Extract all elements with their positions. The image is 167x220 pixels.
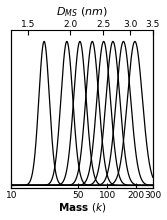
X-axis label: Mass $(k)$: Mass $(k)$ [58, 202, 106, 214]
X-axis label: D$_{\mathregular{MS}}$ $(nm)$: D$_{\mathregular{MS}}$ $(nm)$ [56, 6, 108, 19]
